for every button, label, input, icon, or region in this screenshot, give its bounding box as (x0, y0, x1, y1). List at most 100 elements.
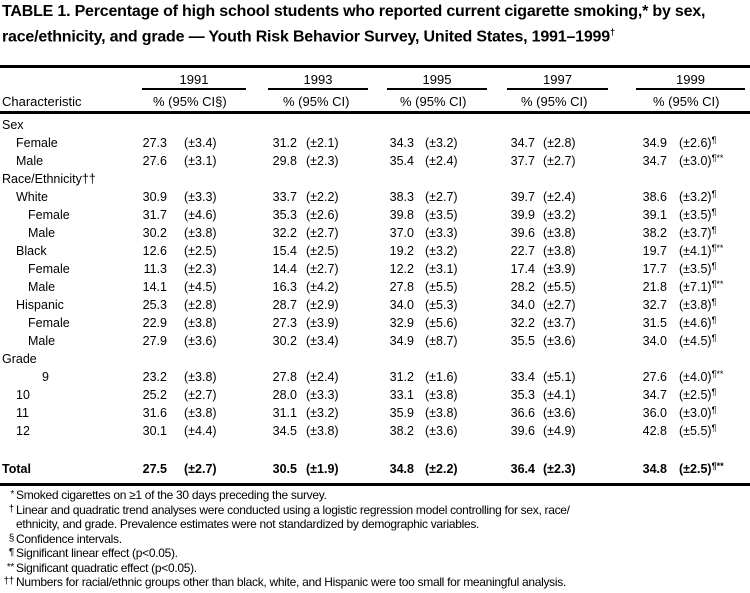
percent-value: 36.6 (510, 406, 535, 420)
percent-value: 28.7 (272, 298, 297, 312)
ci-cell: (±3.0)¶** (679, 152, 723, 170)
significance-mark: ¶ (711, 207, 717, 217)
confidence-interval: (±2.4) (425, 154, 458, 168)
confidence-interval: (±3.8) (679, 298, 712, 312)
significance-mark: ¶ (711, 315, 717, 325)
confidence-interval: (±4.0) (679, 370, 712, 384)
confidence-interval: (±3.1) (184, 154, 217, 168)
confidence-interval: (±3.3) (184, 190, 217, 204)
row-label: Grade (2, 352, 37, 366)
ci-cell: (±3.7)¶ (679, 224, 716, 242)
footnote-symbol: ** (6, 561, 14, 573)
row-label: Race/Ethnicity†† (2, 172, 96, 186)
confidence-interval: (±3.8) (306, 424, 339, 438)
ci-cell: (±2.6)¶ (679, 134, 716, 152)
percent-value: 30.9 (142, 190, 167, 204)
percent-value: 19.7 (642, 244, 667, 258)
ci-cell: (±3.2) (306, 404, 339, 422)
top-rule (0, 65, 750, 68)
confidence-interval: (±2.5) (679, 462, 712, 476)
confidence-interval: (±4.5) (679, 334, 712, 348)
ci-cell: (±4.2) (306, 278, 339, 296)
table-row: Male 14.1 (±4.5) 16.3 (±4.2) 27.8 (±5.5) 28.2 (±… (0, 278, 750, 296)
percent-value: 30.2 (272, 334, 297, 348)
ci-cell: (±3.2) (425, 242, 458, 260)
footnote-text: Significant linear effect (p<0.05). (16, 546, 178, 560)
ci-cell: (±3.5)¶ (679, 206, 716, 224)
percent-value: 32.2 (272, 226, 297, 240)
year-underline (268, 88, 368, 90)
significance-mark: ¶ (711, 387, 717, 397)
column-header-1995: % (95% CI) (400, 94, 467, 109)
percent-value: 39.7 (510, 190, 535, 204)
ci-cell: (±3.8) (184, 314, 217, 332)
confidence-interval: (±2.5) (184, 244, 217, 258)
ci-cell: (±3.1) (425, 260, 458, 278)
table-row: 9 23.2 (±3.8) 27.8 (±2.4) 31.2 (±1.6) 33.4 (±5.1… (0, 368, 750, 386)
footnote: ethnicity, and grade. Prevalence estimat… (0, 517, 750, 532)
ci-cell: (±2.1) (306, 134, 339, 152)
confidence-interval: (±2.9) (306, 298, 339, 312)
footnote: ¶ Significant linear effect (p<0.05). (0, 546, 750, 561)
percent-value: 12.6 (142, 244, 167, 258)
confidence-interval: (±2.7) (425, 190, 458, 204)
percent-value: 27.3 (272, 316, 297, 330)
confidence-interval: (±5.1) (543, 370, 576, 384)
ci-cell: (±2.4) (306, 368, 339, 386)
confidence-interval: (±3.6) (184, 334, 217, 348)
ci-cell: (±3.6) (425, 422, 458, 440)
confidence-interval: (±4.5) (184, 280, 217, 294)
confidence-interval: (±2.3) (306, 154, 339, 168)
confidence-interval: (±2.8) (184, 298, 217, 312)
row-label: 9 (42, 370, 49, 384)
characteristic-header: Characteristic (2, 94, 82, 109)
footnote-symbol: † (8, 503, 15, 515)
percent-value: 12.2 (389, 262, 414, 276)
row-label: 10 (16, 388, 30, 402)
footnote-symbol: ¶ (8, 547, 14, 558)
ci-cell: (±2.3) (543, 460, 576, 478)
percent-value: 34.7 (642, 388, 667, 402)
ci-cell: (±3.8) (543, 224, 576, 242)
row-label: 11 (16, 406, 29, 420)
group-header-row: Race/Ethnicity†† (0, 170, 750, 188)
ci-cell: (±2.8) (184, 296, 217, 314)
percent-value: 31.6 (142, 406, 167, 420)
confidence-interval: (±5.5) (543, 280, 576, 294)
table-row: Male 27.6 (±3.1) 29.8 (±2.3) 35.4 (±2.4) 37.7 (±… (0, 152, 750, 170)
ci-cell: (±3.6) (543, 332, 576, 350)
ci-cell: (±3.5) (425, 206, 458, 224)
confidence-interval: (±3.6) (425, 424, 458, 438)
confidence-interval: (±2.6) (306, 208, 339, 222)
confidence-interval: (±4.1) (543, 388, 576, 402)
row-label: Black (16, 244, 47, 258)
percent-value: 29.8 (272, 154, 297, 168)
significance-mark: ¶ (711, 261, 717, 271)
row-label: Male (28, 280, 56, 294)
percent-value: 33.4 (510, 370, 535, 384)
ci-cell: (±4.6)¶ (679, 314, 716, 332)
table-row: White 30.9 (±3.3) 33.7 (±2.2) 38.3 (±2.7) 39.7 (… (0, 188, 750, 206)
confidence-interval: (±3.9) (306, 316, 339, 330)
confidence-interval: (±3.8) (543, 244, 576, 258)
confidence-interval: (±3.3) (425, 226, 458, 240)
percent-value: 39.6 (510, 226, 535, 240)
year-underline (636, 88, 745, 90)
row-label: Female (28, 316, 70, 330)
percent-value: 35.5 (510, 334, 535, 348)
percent-value: 17.4 (510, 262, 535, 276)
significance-mark: ¶** (711, 369, 724, 379)
row-label: Female (16, 136, 58, 150)
ci-cell: (±2.9) (306, 296, 339, 314)
ci-cell: (±5.1) (543, 368, 576, 386)
percent-value: 22.9 (142, 316, 167, 330)
confidence-interval: (±7.1) (679, 280, 712, 294)
percent-value: 27.3 (142, 136, 167, 150)
confidence-interval: (±5.3) (425, 298, 458, 312)
row-label: Male (28, 334, 56, 348)
ci-cell: (±3.8) (425, 404, 458, 422)
confidence-interval: (±3.7) (543, 316, 576, 330)
confidence-interval: (±5.5) (679, 424, 712, 438)
percent-value: 16.3 (272, 280, 297, 294)
ci-cell: (±2.3) (306, 152, 339, 170)
